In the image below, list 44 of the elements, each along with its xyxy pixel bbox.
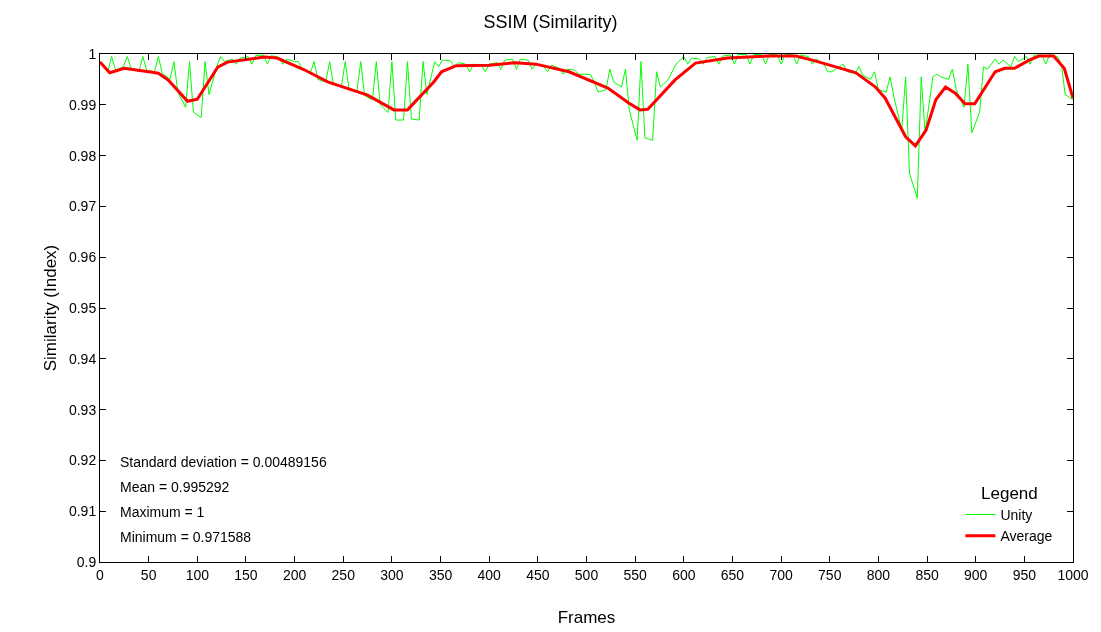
x-tick-label: 400 xyxy=(477,566,502,583)
x-axis-title: Frames xyxy=(557,608,616,627)
x-tick-label: 450 xyxy=(526,566,550,583)
x-tick-label: 700 xyxy=(769,566,793,583)
x-tick-label: 250 xyxy=(331,566,356,583)
y-tick-label: 0.94 xyxy=(68,350,97,367)
line-series xyxy=(100,54,1073,148)
x-tick-label: 900 xyxy=(964,566,988,583)
y-axis-title: Similarity (Index) xyxy=(41,244,60,372)
line-series xyxy=(100,54,1073,199)
legend-title: Legend xyxy=(981,483,1038,503)
annotation: Standard deviation = 0.00489156 xyxy=(120,454,327,470)
x-tick-label: 200 xyxy=(282,566,307,583)
x-tick-label: 500 xyxy=(574,566,599,583)
x-tick-label: 800 xyxy=(866,566,891,583)
y-tick-label: 0.95 xyxy=(68,299,97,316)
annotation: Maximum = 1 xyxy=(120,504,205,520)
x-tick-label: 350 xyxy=(428,566,453,583)
y-tick-label: 0.98 xyxy=(68,147,97,164)
x-tick-label: 950 xyxy=(1012,566,1037,583)
x-tick-label: 50 xyxy=(140,566,157,583)
y-tick-label: 0.9 xyxy=(76,553,97,570)
x-tick-label: 650 xyxy=(720,566,745,583)
x-tick-label: 600 xyxy=(672,566,696,583)
x-tick-label: 0 xyxy=(96,566,105,583)
x-tick-label: 1000 xyxy=(1057,566,1089,583)
x-tick-label: 100 xyxy=(185,566,210,583)
y-tick-label: 0.96 xyxy=(68,249,97,266)
x-tick-label: 300 xyxy=(380,566,404,583)
annotation: Minimum = 0.971588 xyxy=(120,529,252,545)
y-tick-label: 0.99 xyxy=(68,96,97,113)
legend-label: Unity xyxy=(1000,507,1033,523)
x-tick-label: 150 xyxy=(234,566,258,583)
x-tick-label: 750 xyxy=(818,566,842,583)
legend-label: Average xyxy=(1000,528,1053,545)
annotation: Mean = 0.995292 xyxy=(120,479,230,495)
y-tick-label: 0.97 xyxy=(68,198,97,215)
y-tick-label: 0.93 xyxy=(68,401,97,418)
y-tick-label: 0.91 xyxy=(68,503,97,520)
y-tick-label: 1 xyxy=(88,45,97,62)
chart-title: SSIM (Similarity) xyxy=(483,12,618,33)
y-tick-label: 0.92 xyxy=(68,452,97,469)
x-tick-label: 850 xyxy=(915,566,939,583)
x-tick-label: 550 xyxy=(623,566,648,583)
